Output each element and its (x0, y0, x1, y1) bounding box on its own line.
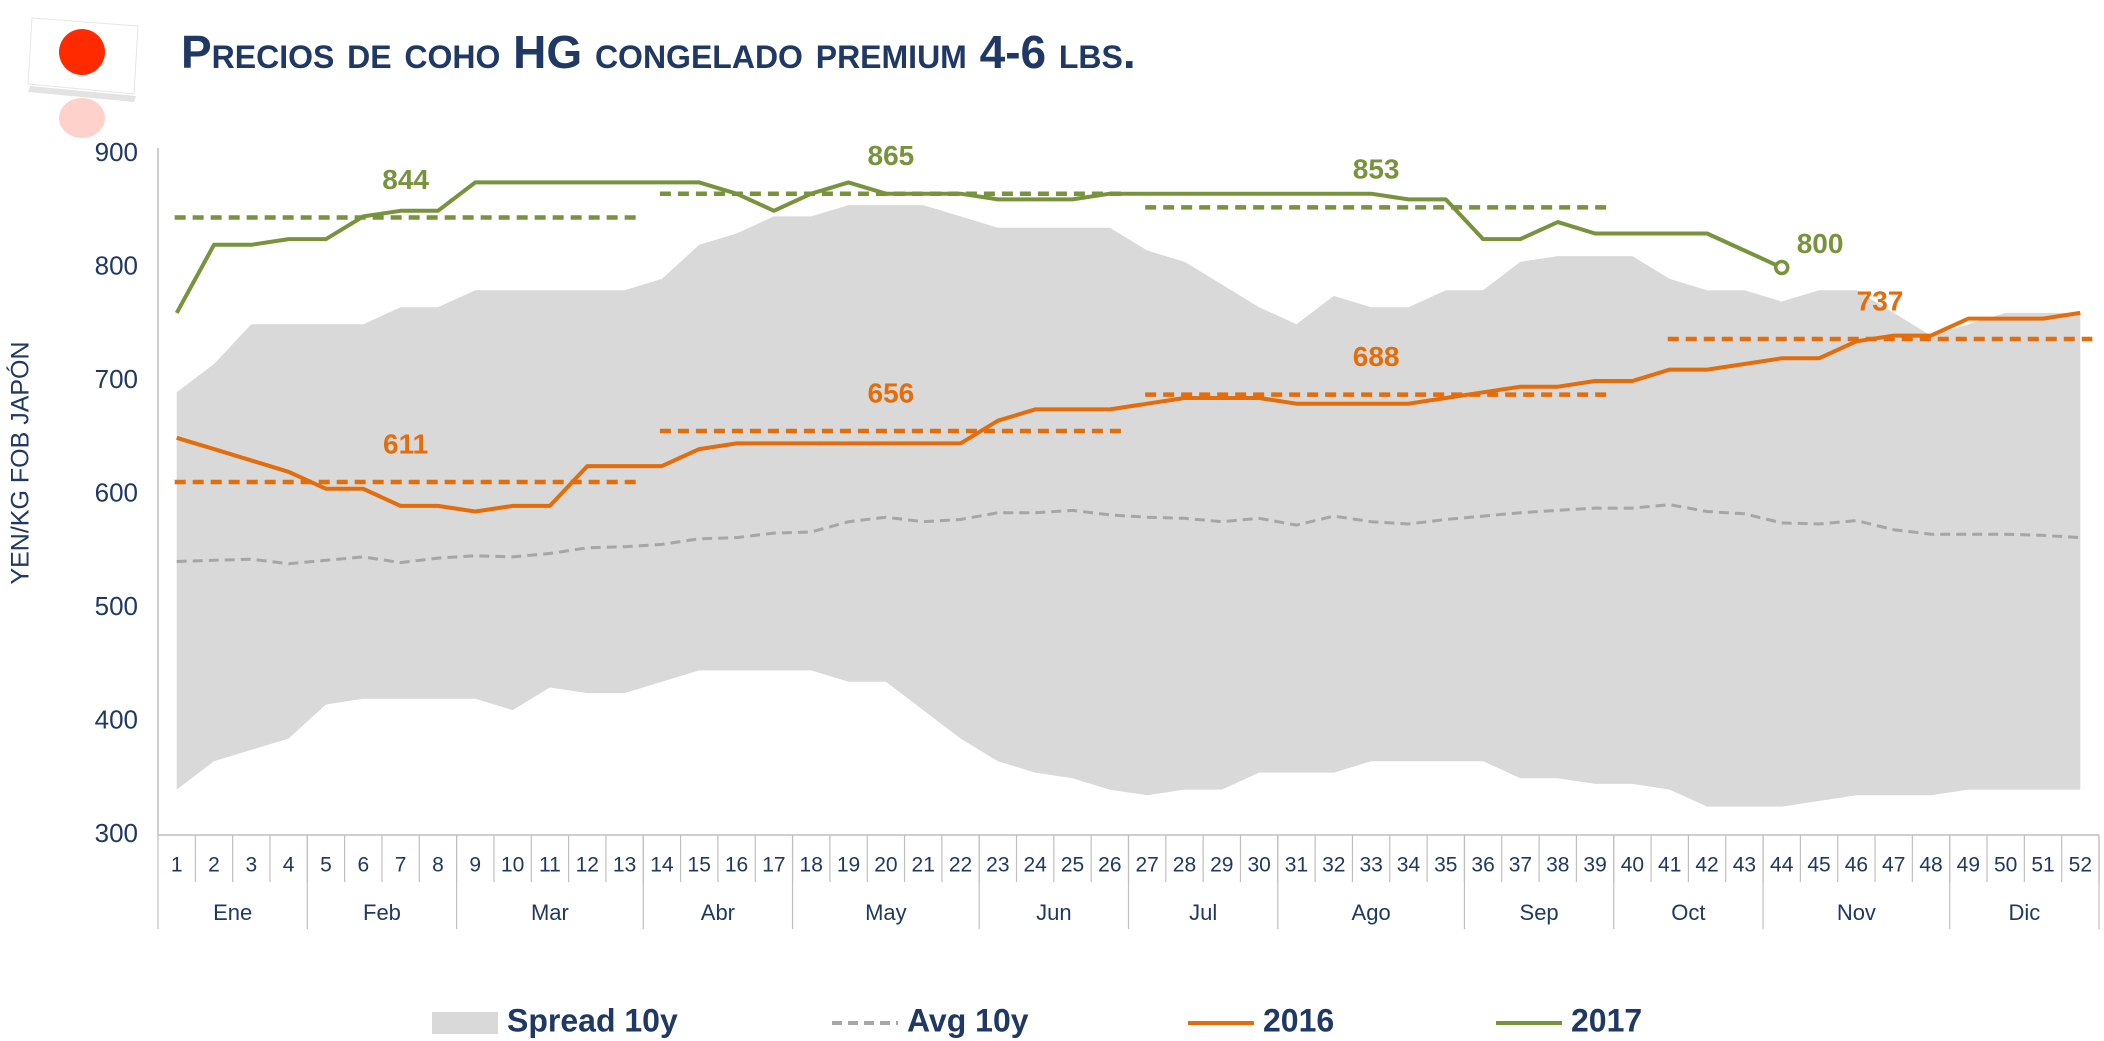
x-tick-label: 19 (837, 854, 860, 877)
month-label: Ene (213, 900, 252, 925)
x-tick-label: 11 (539, 854, 561, 877)
y-tick-label: 300 (95, 818, 138, 848)
x-tick-label: 37 (1509, 854, 1532, 877)
x-tick-label: 49 (1957, 854, 1980, 877)
month-label: Feb (363, 900, 401, 925)
month-label: Dic (2008, 900, 2040, 925)
legend-label: 2016 (1263, 1002, 1334, 1038)
x-tick-label: 8 (432, 854, 444, 877)
month-label: May (865, 900, 907, 925)
x-tick-label: 31 (1285, 854, 1308, 877)
x-tick-label: 13 (613, 854, 636, 877)
x-tick-label: 15 (688, 854, 711, 877)
x-tick-label: 24 (1024, 854, 1048, 877)
period-average-label: 611 (383, 428, 428, 459)
x-tick-label: 1 (171, 854, 183, 877)
flag-icon (27, 17, 139, 138)
data-label: 800 (1797, 228, 1844, 259)
month-label: Ago (1352, 900, 1391, 925)
legend-label: 2017 (1571, 1002, 1642, 1038)
period-average-label: 737 (1857, 285, 1904, 316)
x-tick-label: 39 (1583, 854, 1606, 877)
x-tick-label: 42 (1695, 854, 1718, 877)
x-tick-label: 41 (1658, 854, 1681, 877)
x-tick-label: 51 (2031, 854, 2054, 877)
x-tick-label: 48 (1919, 854, 1942, 877)
x-tick-label: 12 (576, 854, 599, 877)
x-tick-label: 40 (1621, 854, 1644, 877)
legend-label: Avg 10y (907, 1002, 1029, 1038)
x-tick-label: 10 (501, 854, 524, 877)
x-tick-label: 20 (874, 854, 897, 877)
month-label: Mar (531, 900, 569, 925)
x-tick-label: 25 (1061, 854, 1084, 877)
month-label: Jun (1036, 900, 1071, 925)
y-tick-label: 400 (95, 704, 138, 734)
x-tick-label: 36 (1471, 854, 1494, 877)
x-tick-label: 16 (725, 854, 748, 877)
period-average-label: 656 (868, 377, 915, 408)
legend-label: Spread 10y (507, 1002, 678, 1038)
x-tick-label: 9 (469, 854, 481, 877)
x-tick-label: 44 (1770, 854, 1794, 877)
y-tick-label: 500 (95, 591, 138, 621)
month-label: Abr (701, 900, 735, 925)
x-tick-label: 17 (762, 854, 785, 877)
month-label: Nov (1837, 900, 1876, 925)
y-tick-label: 800 (95, 250, 138, 280)
x-tick-label: 18 (800, 854, 823, 877)
x-tick-label: 29 (1210, 854, 1233, 877)
x-tick-label: 14 (650, 854, 674, 877)
month-label: Sep (1520, 900, 1559, 925)
x-tick-label: 30 (1247, 854, 1270, 877)
x-tick-label: 22 (949, 854, 972, 877)
last-point (1773, 259, 1790, 276)
x-tick-label: 33 (1359, 854, 1382, 877)
x-tick-label: 50 (1994, 854, 2017, 877)
chart-title: Precios de coho HG congelado premium 4-6… (181, 26, 1136, 78)
period-average-label: 688 (1353, 341, 1400, 372)
x-tick-label: 23 (986, 854, 1009, 877)
legend-swatch (432, 1012, 498, 1034)
x-tick-label: 46 (1845, 854, 1868, 877)
y-tick-label: 700 (95, 364, 138, 394)
x-tick-label: 7 (395, 854, 407, 877)
x-tick-label: 3 (245, 854, 257, 877)
series-line (176, 310, 2081, 514)
period-average-label: 865 (868, 140, 915, 171)
x-tick-label: 5 (320, 854, 332, 877)
x-tick-label: 47 (1882, 854, 1905, 877)
month-label: Jul (1189, 900, 1217, 925)
plot-area: 611 656 688 737 844 865 853 800 (174, 140, 2093, 807)
x-tick-label: 28 (1173, 854, 1196, 877)
x-tick-label: 52 (2069, 854, 2092, 877)
x-tick-label: 45 (1807, 854, 1830, 877)
series-line (174, 180, 1783, 314)
x-tick-label: 27 (1135, 854, 1158, 877)
x-tick-label: 38 (1546, 854, 1569, 877)
month-label: Oct (1671, 900, 1705, 925)
period-average-label: 844 (382, 164, 429, 195)
x-tick-label: 2 (208, 854, 220, 877)
x-tick-label: 26 (1098, 854, 1121, 877)
y-tick-label: 600 (95, 477, 138, 507)
x-tick-label: 32 (1322, 854, 1345, 877)
x-tick-label: 4 (283, 854, 295, 877)
x-tick-label: 35 (1434, 854, 1457, 877)
spread-band (176, 205, 2081, 807)
x-tick-label: 6 (357, 854, 369, 877)
x-tick-label: 43 (1733, 854, 1756, 877)
x-tick-label: 21 (912, 854, 935, 877)
y-axis-label: YEN/KG FOB JAPÓN (6, 341, 35, 584)
period-average-label: 853 (1353, 154, 1400, 185)
x-tick-label: 34 (1397, 854, 1421, 877)
y-tick-label: 900 (95, 137, 138, 167)
